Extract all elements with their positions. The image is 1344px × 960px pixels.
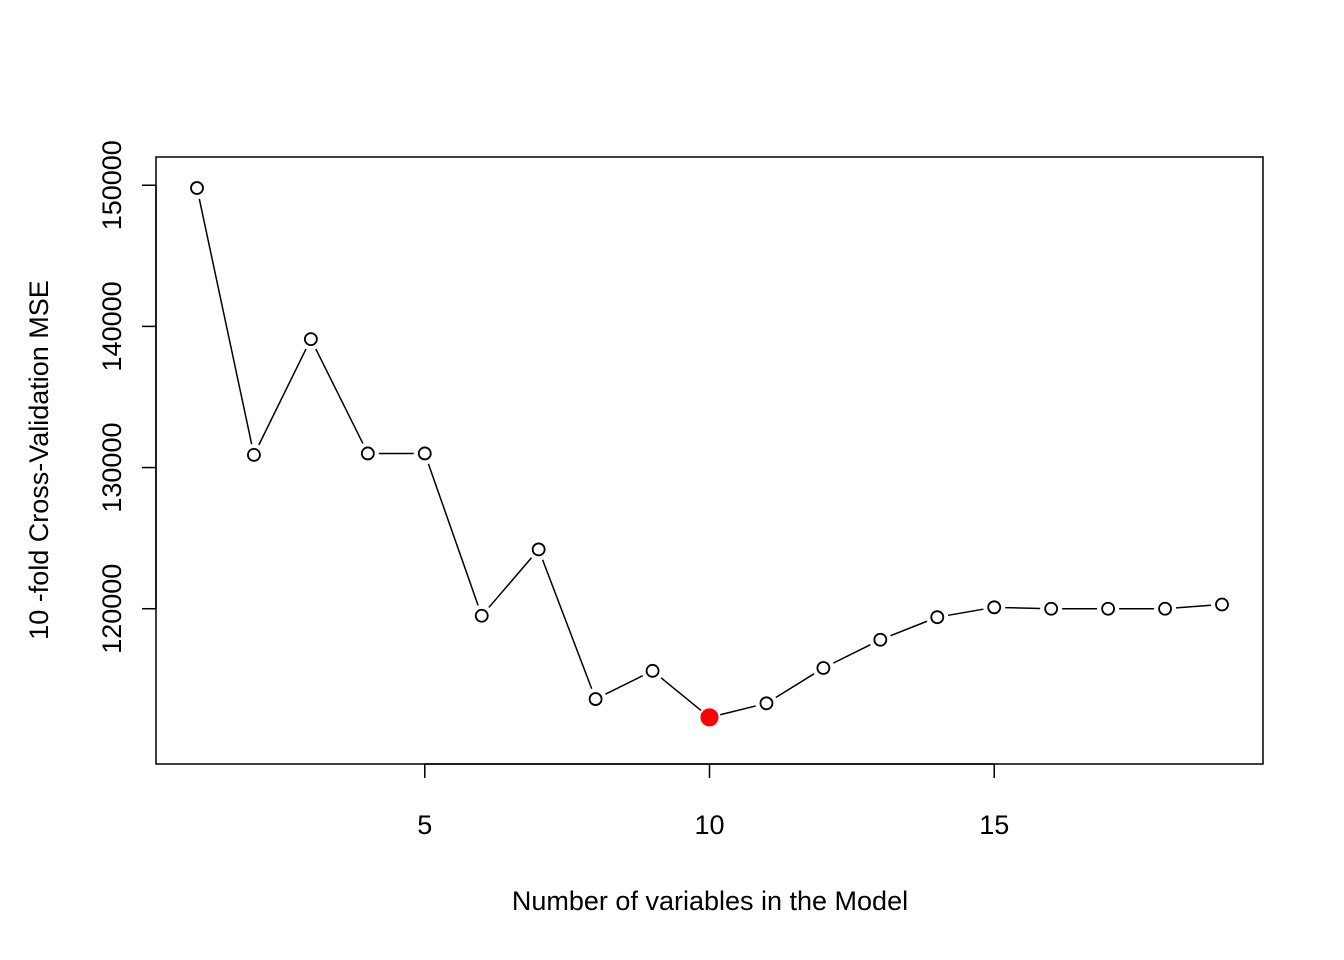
data-point	[1101, 601, 1116, 616]
series-line-segment	[832, 643, 871, 664]
data-point	[645, 663, 660, 678]
data-point	[360, 446, 375, 461]
series-line-segment	[315, 348, 364, 444]
series-line-segment	[541, 559, 593, 690]
series-line-segment	[775, 673, 815, 699]
series-line-segment	[427, 463, 479, 606]
data-point	[588, 692, 603, 706]
series-line-segment	[890, 620, 928, 637]
data-point	[1215, 597, 1229, 612]
data-point	[247, 447, 261, 462]
y-axis-label: 10 -fold Cross-Validation MSE	[24, 280, 54, 640]
series-line-segment	[258, 348, 307, 446]
y-tick-label: 150000	[97, 140, 127, 230]
y-axis: 120000 130000 140000 150000	[97, 140, 157, 654]
series-line-segment	[947, 608, 984, 617]
y-tick-label: 140000	[97, 281, 127, 371]
data-point	[873, 632, 888, 647]
x-tick-label: 5	[417, 810, 432, 840]
series-line-segment	[488, 557, 533, 608]
series-layer	[190, 181, 1229, 727]
y-tick-label: 130000	[97, 423, 127, 513]
series-line-segment	[605, 675, 644, 695]
series-line-segment	[719, 705, 756, 716]
plot-frame	[155, 156, 1264, 765]
data-point	[987, 600, 1002, 615]
data-point	[816, 661, 831, 675]
y-tick-label: 120000	[97, 564, 127, 654]
data-point	[759, 696, 774, 711]
data-point	[190, 181, 204, 195]
series-line-segment	[1175, 604, 1212, 609]
data-point	[930, 610, 945, 625]
series-line-segment	[1005, 606, 1041, 610]
data-point	[474, 608, 489, 623]
series-line-segment	[660, 677, 702, 712]
min-point-highlight	[700, 708, 719, 727]
x-tick-label: 10	[694, 810, 724, 840]
x-tick-label: 15	[979, 810, 1009, 840]
data-point	[1158, 601, 1172, 616]
data-point	[303, 332, 318, 347]
data-point	[531, 542, 546, 557]
series-line-segment	[198, 198, 253, 445]
data-point	[417, 446, 432, 461]
x-axis: 5 10 15	[417, 763, 1009, 840]
data-point	[1044, 601, 1059, 616]
x-axis-label: Number of variables in the Model	[512, 886, 908, 916]
